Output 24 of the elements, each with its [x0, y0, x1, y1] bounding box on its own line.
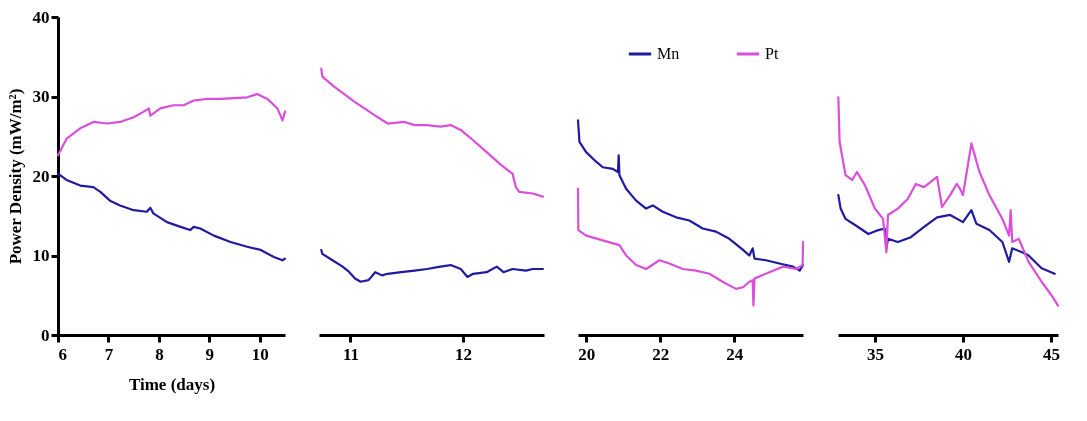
line-series [56, 172, 287, 262]
y-tick-label: 10 [32, 246, 50, 265]
y-tick-label: 40 [32, 7, 50, 27]
x-tick-label: 9 [205, 344, 215, 364]
x-axis-title: Time (days) [128, 374, 216, 394]
y-axis-title: Power Density (mW/m²) [5, 88, 25, 265]
x-tick-label: 12 [455, 344, 472, 364]
x-tick-label: 10 [251, 344, 269, 364]
x-tick-label: 20 [578, 344, 596, 364]
x-tick-label: 40 [954, 344, 972, 364]
x-tick-label: 7 [104, 344, 114, 364]
x-tick-label: 35 [866, 344, 884, 364]
x-tick-label: 8 [155, 344, 164, 364]
y-tick-label: 0 [41, 325, 50, 345]
legend-label: Pt [765, 45, 779, 62]
x-tick-label: 22 [652, 344, 670, 364]
x-tick-label: 6 [58, 344, 67, 364]
y-tick-label: 20 [32, 166, 50, 186]
line-series [56, 93, 287, 157]
x-tick-label: 45 [1042, 344, 1060, 364]
legend-label: Mn [657, 45, 680, 62]
y-tick-label: 30 [32, 87, 50, 106]
x-tick-label: 24 [726, 344, 744, 364]
x-tick-label: 11 [342, 344, 360, 364]
